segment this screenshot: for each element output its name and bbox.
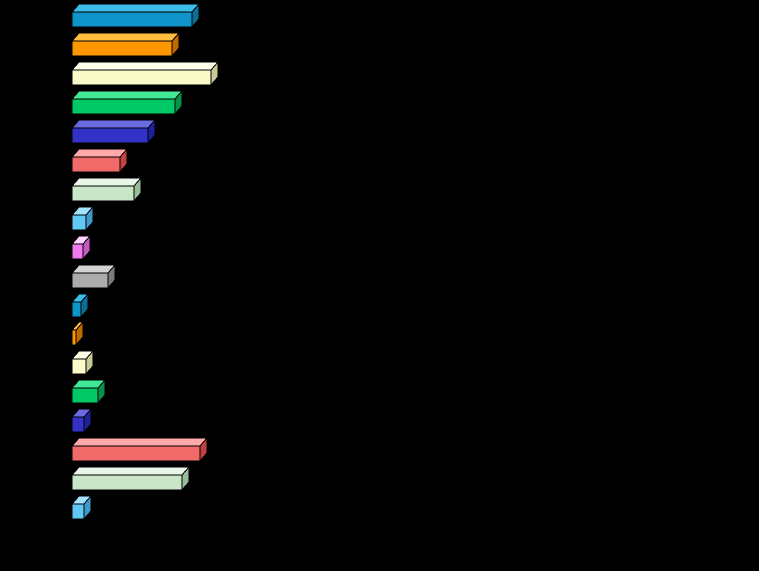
bar-top-face [70, 437, 209, 447]
bar-row-15-blue [70, 407, 93, 434]
bar-front-face [71, 156, 121, 173]
bar-top-face [70, 3, 201, 13]
bar-row-16-salmon [70, 436, 209, 463]
bar-front-face [71, 387, 99, 404]
bar-front-face [71, 329, 77, 346]
bar-row-8-light-blue [70, 205, 95, 232]
bar-front-face [71, 69, 212, 86]
bar-row-13-pale-yellow [70, 349, 95, 376]
bar-front-face [71, 474, 183, 491]
bar-row-10-gray [70, 263, 117, 290]
bar-top-face [70, 177, 143, 187]
bar-front-face [71, 445, 201, 462]
bar-row-5-blue [70, 118, 157, 145]
bar-top-face [70, 148, 129, 158]
bar-front-face [71, 214, 87, 231]
bar-front-face [71, 301, 82, 318]
bar-row-12-orange [70, 320, 85, 347]
bar-top-face [70, 119, 157, 129]
bar-row-17-pale-green [70, 465, 191, 492]
bar-row-6-salmon [70, 147, 129, 174]
bar-front-face [71, 11, 193, 28]
bar-front-face [71, 40, 173, 57]
bar-front-face [71, 98, 176, 115]
bar-front-face [71, 127, 149, 144]
bar-front-face [71, 503, 85, 520]
bar-top-face [70, 32, 181, 42]
bar-front-face [71, 243, 84, 260]
bar-row-9-pink [70, 234, 92, 261]
bar-row-7-pale-green [70, 176, 143, 203]
bar-row-14-green [70, 378, 107, 405]
bar-top-face [70, 90, 184, 100]
bar-row-4-green [70, 89, 184, 116]
bar-front-face [71, 272, 109, 289]
bar-row-1-cyan-blue [70, 2, 201, 29]
bar-front-face [71, 185, 135, 202]
bar-row-3-pale-yellow [70, 60, 220, 87]
bar-row-11-cyan-blue [70, 292, 90, 319]
bar-top-face [70, 466, 191, 476]
bar-front-face [71, 358, 87, 375]
bar-row-18-light-blue [70, 494, 93, 521]
bar-front-face [71, 416, 85, 433]
bar-row-2-orange [70, 31, 181, 58]
bar-top-face [70, 61, 220, 71]
